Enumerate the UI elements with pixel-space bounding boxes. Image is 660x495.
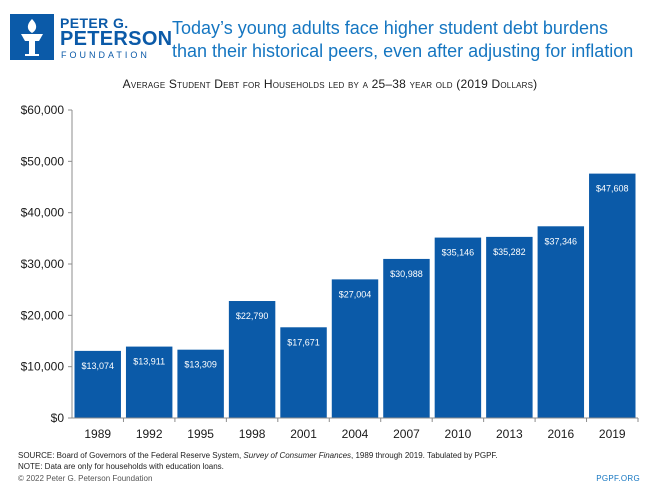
bar bbox=[434, 237, 482, 418]
y-axis: $0 $10,000 $20,000 $30,000 $40,000 $50,000 $60… bbox=[21, 103, 73, 425]
bar-value-label: $13,309 bbox=[184, 360, 217, 370]
x-tick-label: 1995 bbox=[187, 427, 214, 441]
bar-value-label: $22,790 bbox=[236, 311, 269, 321]
bar-value-label: $13,911 bbox=[133, 357, 165, 367]
x-tick-label: 2004 bbox=[342, 427, 369, 441]
x-tick-label: 2007 bbox=[393, 427, 420, 441]
logo-text-line1: PETER G. bbox=[60, 15, 129, 31]
y-tick-label: $50,000 bbox=[21, 154, 65, 168]
note-line: NOTE: Data are only for households with … bbox=[18, 462, 224, 471]
bar bbox=[125, 346, 173, 418]
bar bbox=[74, 350, 121, 418]
bar-value-label: $47,608 bbox=[596, 184, 629, 194]
bar-value-label: $35,282 bbox=[493, 247, 526, 257]
bar bbox=[589, 173, 636, 418]
x-tick-label: 2001 bbox=[290, 427, 317, 441]
x-tick-label: 1998 bbox=[239, 427, 266, 441]
bar bbox=[486, 236, 533, 418]
source-prefix: SOURCE: Board of Governors of the Federa… bbox=[18, 451, 244, 460]
bar bbox=[537, 226, 585, 418]
logo-text-line2: PETERSON bbox=[60, 28, 173, 50]
y-tick-label: $60,000 bbox=[21, 103, 65, 117]
x-tick-label: 2019 bbox=[599, 427, 626, 441]
headline: Today’s young adults face higher student… bbox=[172, 18, 634, 61]
torch-logo-icon bbox=[10, 14, 54, 60]
bar bbox=[383, 258, 430, 418]
site-link[interactable]: PGPF.ORG bbox=[596, 474, 640, 483]
source-note: SOURCE: Board of Governors of the Federa… bbox=[18, 450, 498, 472]
y-tick-label: $10,000 bbox=[21, 360, 65, 374]
chart-title: Average Student Debt for Households led … bbox=[122, 77, 538, 91]
bar-value-label: $35,146 bbox=[442, 248, 475, 258]
bars: $13,074 $13,911 $13,309 $22,790 $17,671 $27,0… bbox=[74, 173, 636, 418]
source-italic: Survey of Consumer Finances bbox=[243, 451, 352, 460]
x-tick-label: 2010 bbox=[445, 427, 472, 441]
bar bbox=[331, 279, 379, 418]
x-tick-label: 2016 bbox=[547, 427, 574, 441]
bar bbox=[177, 349, 224, 418]
bar-value-label: $27,004 bbox=[339, 289, 372, 299]
source-line: SOURCE: Board of Governors of the Federa… bbox=[18, 450, 498, 461]
y-tick-label: $20,000 bbox=[21, 308, 65, 322]
y-tick-label: $0 bbox=[51, 411, 65, 425]
x-axis: 1989 1992 1995 1998 2001 2004 2007 2010 2013 2016… bbox=[72, 417, 639, 441]
bar-value-label: $17,671 bbox=[287, 337, 320, 347]
bar-value-label: $37,346 bbox=[545, 236, 578, 246]
y-tick-label: $30,000 bbox=[21, 257, 65, 271]
copyright: © 2022 Peter G. Peterson Foundation bbox=[18, 474, 153, 483]
pgpf-logo: PETER G. PETERSON FOUNDATION bbox=[10, 14, 172, 66]
source-suffix: , 1989 through 2019. Tabulated by PGPF. bbox=[351, 451, 498, 460]
x-tick-label: 1992 bbox=[136, 427, 163, 441]
x-tick-label: 1989 bbox=[84, 427, 111, 441]
y-tick-label: $40,000 bbox=[21, 206, 65, 220]
x-tick-label: 2013 bbox=[496, 427, 523, 441]
bar-value-label: $30,988 bbox=[390, 269, 423, 279]
bar-value-label: $13,074 bbox=[81, 361, 114, 371]
logo-text-line3: FOUNDATION bbox=[61, 50, 150, 60]
bar bbox=[228, 301, 276, 418]
bar bbox=[280, 327, 327, 418]
